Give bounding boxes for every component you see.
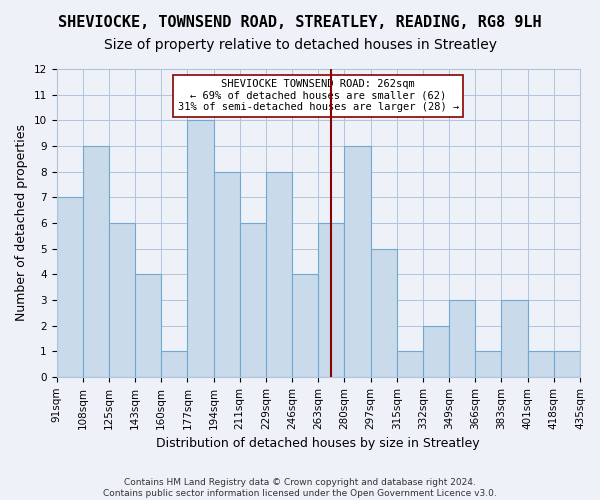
Bar bbox=[135, 274, 161, 377]
Bar bbox=[554, 351, 580, 377]
Y-axis label: Number of detached properties: Number of detached properties bbox=[15, 124, 28, 322]
Bar bbox=[475, 351, 502, 377]
Bar bbox=[371, 248, 397, 377]
Bar bbox=[527, 351, 554, 377]
X-axis label: Distribution of detached houses by size in Streatley: Distribution of detached houses by size … bbox=[157, 437, 480, 450]
Bar bbox=[240, 223, 266, 377]
Bar bbox=[397, 351, 423, 377]
Bar bbox=[449, 300, 475, 377]
Text: Size of property relative to detached houses in Streatley: Size of property relative to detached ho… bbox=[104, 38, 497, 52]
Bar bbox=[266, 172, 292, 377]
Bar bbox=[56, 198, 83, 377]
Bar bbox=[214, 172, 240, 377]
Text: SHEVIOCKE TOWNSEND ROAD: 262sqm
← 69% of detached houses are smaller (62)
31% of: SHEVIOCKE TOWNSEND ROAD: 262sqm ← 69% of… bbox=[178, 80, 459, 112]
Bar bbox=[292, 274, 318, 377]
Bar bbox=[109, 223, 135, 377]
Bar bbox=[318, 223, 344, 377]
Bar bbox=[423, 326, 449, 377]
Bar bbox=[344, 146, 371, 377]
Bar bbox=[161, 351, 187, 377]
Bar bbox=[187, 120, 214, 377]
Bar bbox=[502, 300, 527, 377]
Bar bbox=[83, 146, 109, 377]
Text: SHEVIOCKE, TOWNSEND ROAD, STREATLEY, READING, RG8 9LH: SHEVIOCKE, TOWNSEND ROAD, STREATLEY, REA… bbox=[58, 15, 542, 30]
Text: Contains HM Land Registry data © Crown copyright and database right 2024.
Contai: Contains HM Land Registry data © Crown c… bbox=[103, 478, 497, 498]
